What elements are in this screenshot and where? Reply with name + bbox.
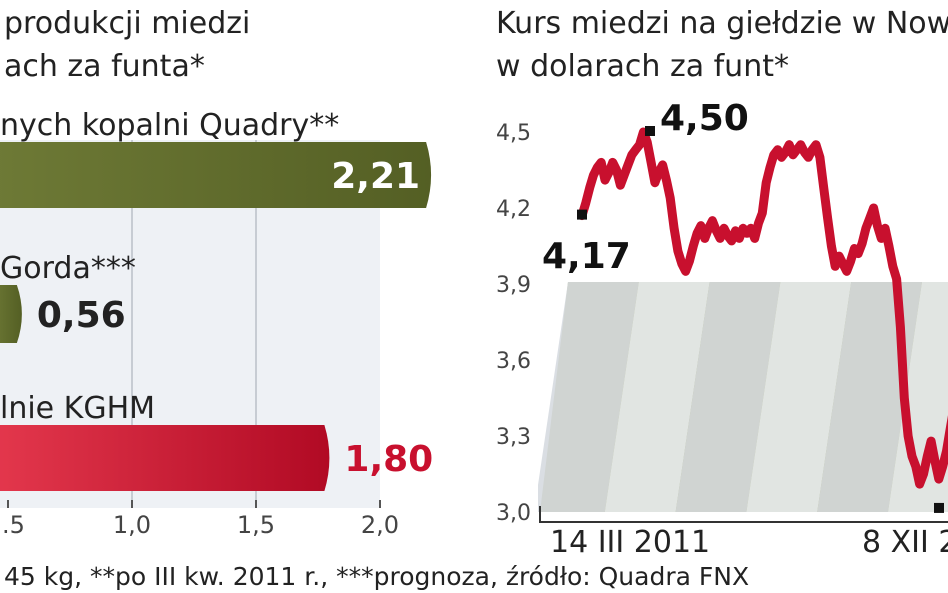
right-x-label-1: 8 XII 20 — [862, 525, 948, 560]
bar-value-1: 0,56 — [37, 295, 126, 336]
peak-marker — [645, 126, 655, 136]
bar-value-0: 2,21 — [331, 156, 420, 197]
right-y-tick-5: 3,0 — [496, 501, 531, 526]
peak-value-label: 4,50 — [660, 98, 749, 139]
right-y-tick-0: 4,5 — [496, 121, 531, 146]
footnote: 45 kg, **po III kw. 2011 r., ***prognoza… — [4, 562, 749, 591]
right-perspective-backdrop — [538, 282, 948, 512]
end-marker — [934, 502, 944, 513]
backdrop-stripe-1 — [604, 282, 710, 512]
left-bar-chart: produkcji miedzi ach za funta* nych kopa… — [0, 6, 749, 591]
left-tick-label-1: 1,0 — [113, 511, 151, 539]
bar-label-0: nych kopalni Quadry** — [0, 108, 339, 143]
right-line-chart: Kurs miedzi na giełdzie w Now w dolarach… — [496, 6, 948, 560]
bar-label-1: Gorda*** — [0, 251, 136, 286]
left-title-line1: produkcji miedzi — [4, 6, 250, 41]
copper-price-line — [577, 127, 948, 489]
backdrop-stripe-0 — [538, 282, 639, 512]
left-tick-label-2: 1,5 — [237, 511, 275, 539]
right-annotations: 4,17 4,50 — [542, 98, 944, 513]
left-tick-label-0: .5 — [2, 511, 25, 539]
left-x-ticks: .5 1,0 1,5 2,0 — [2, 500, 399, 539]
left-tick-label-3: 2,0 — [361, 511, 399, 539]
right-y-tick-2: 3,9 — [496, 273, 531, 298]
bar-1 — [0, 285, 22, 343]
right-y-tick-4: 3,3 — [496, 425, 531, 450]
bar-value-2: 1,80 — [344, 439, 433, 480]
bar-label-2: lnie KGHM — [0, 391, 155, 426]
left-title-line2: ach za funta* — [4, 49, 205, 84]
right-y-tick-1: 4,2 — [496, 197, 531, 222]
right-x-axis — [539, 506, 948, 523]
right-y-ticks: 4,5 4,2 3,9 3,6 3,3 3,0 — [496, 121, 531, 526]
right-x-labels: 14 III 2011 8 XII 20 — [550, 525, 948, 560]
right-x-label-0: 14 III 2011 — [550, 525, 710, 560]
right-title-line2: w dolarach za funt* — [496, 49, 789, 84]
backdrop-stripe-4 — [817, 282, 922, 512]
bar-2 — [0, 425, 330, 491]
start-value-label: 4,17 — [542, 236, 631, 277]
left-bars: nych kopalni Quadry** 2,21 Gorda*** 0,56 lni… — [0, 108, 433, 491]
backdrop-stripe-3 — [746, 282, 852, 512]
bar-0 — [0, 142, 432, 208]
right-y-tick-3: 3,6 — [496, 349, 531, 374]
right-title-line1: Kurs miedzi na giełdzie w Now — [496, 6, 948, 41]
start-marker — [577, 209, 587, 220]
backdrop-stripe-2 — [675, 282, 781, 512]
